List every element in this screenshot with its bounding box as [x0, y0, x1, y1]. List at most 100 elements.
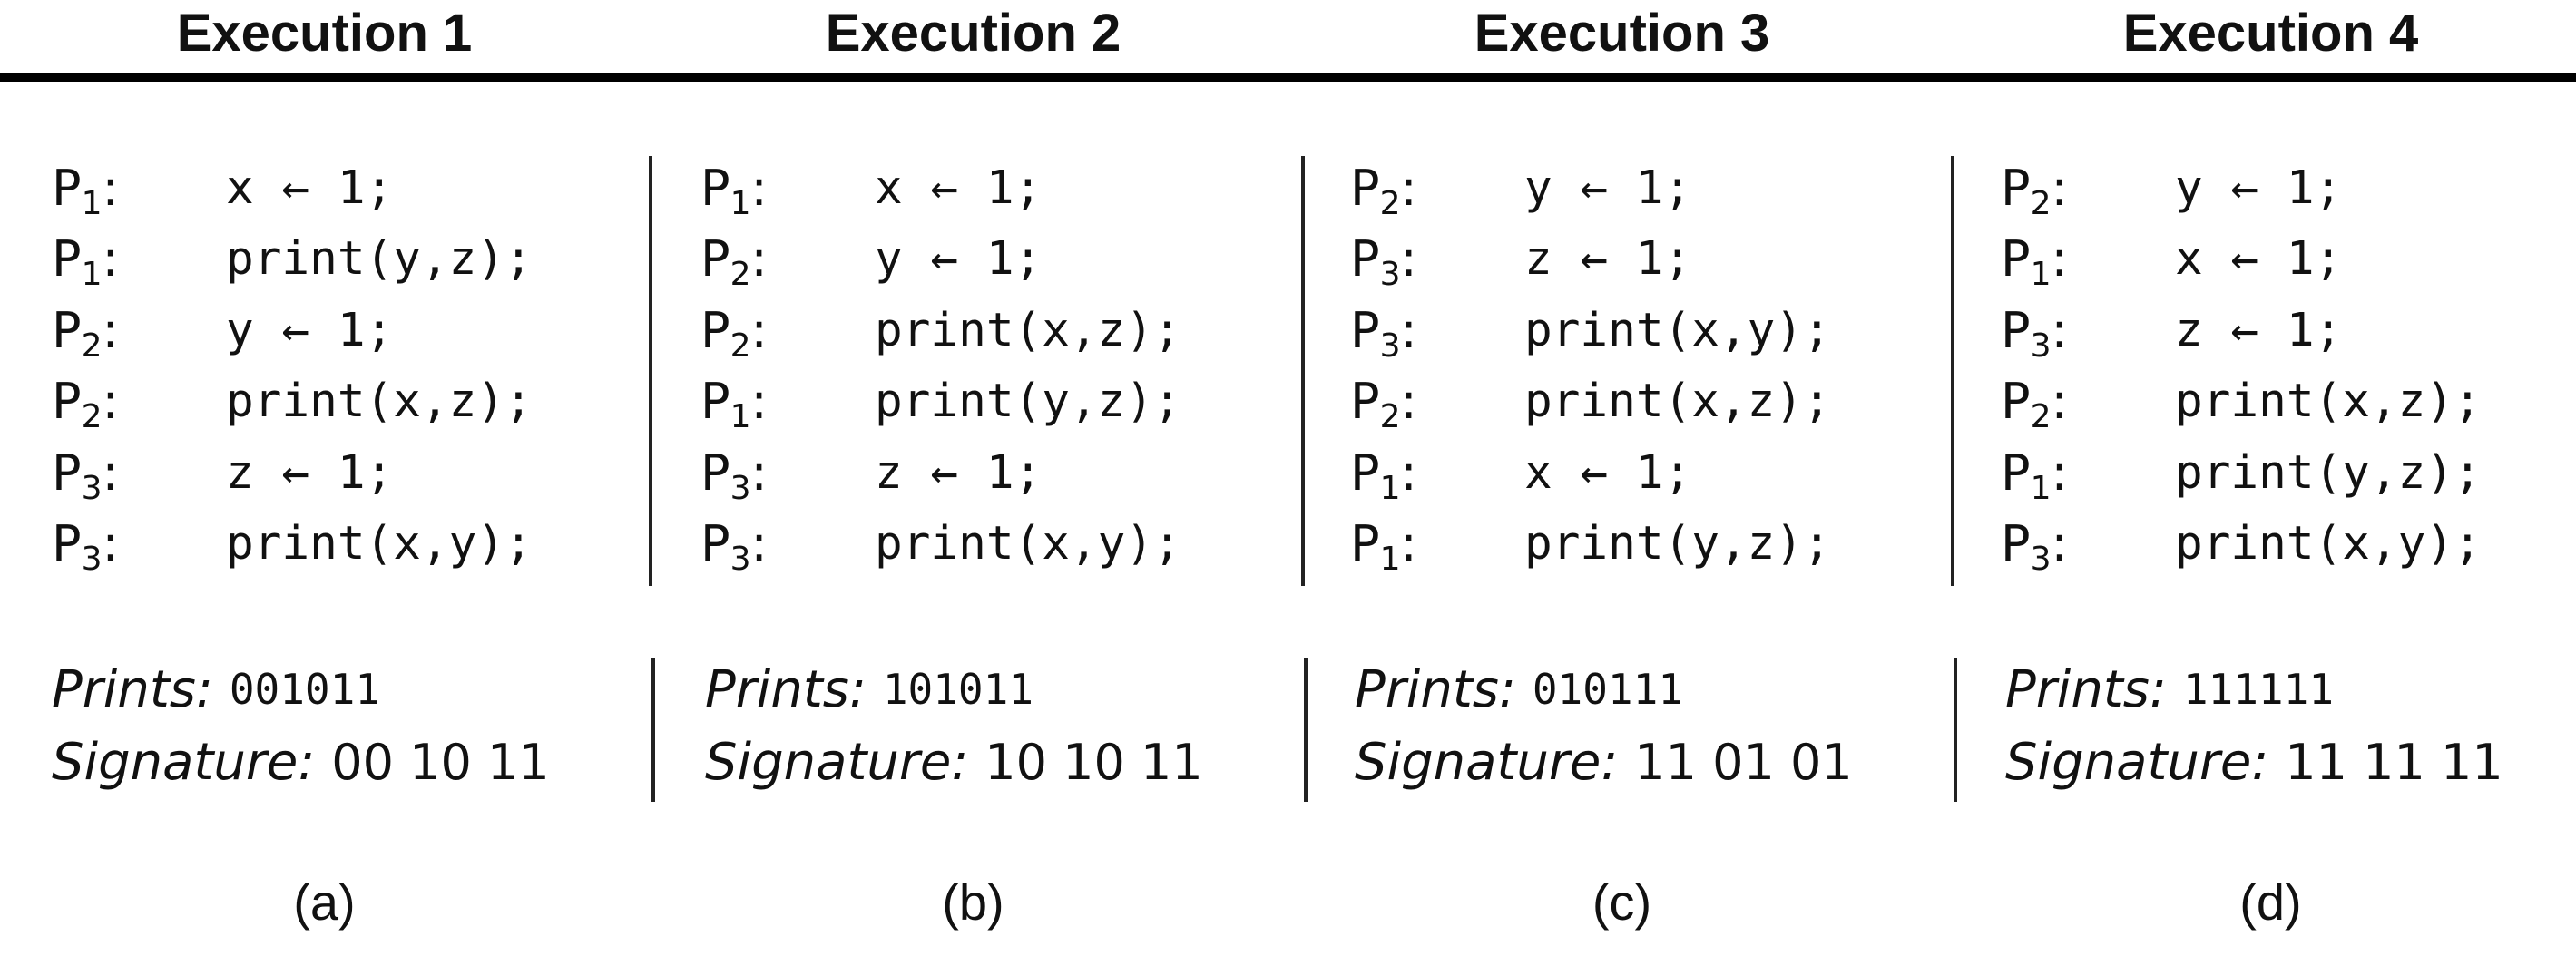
execution-title: Execution 3 [1474, 4, 1770, 63]
process-label: P1: [2001, 444, 2068, 507]
header-rule [0, 73, 2576, 82]
column-divider [1301, 156, 1305, 586]
step-row: P1: x ← 1; [52, 152, 533, 224]
signature-value: 11 01 01 [1634, 733, 1853, 791]
prints-line: Prints: 010111 [1355, 653, 1853, 726]
prints-line: Prints: 101011 [705, 653, 1203, 726]
signature-label: Signature: [1355, 732, 1619, 792]
process-label: P3: [52, 444, 119, 507]
step-row: P3: print(x,y); [700, 509, 1181, 580]
step-row: P1: x ← 1; [1350, 437, 1831, 509]
prints-value: 001011 [229, 665, 381, 714]
prints-label: Prints: [705, 659, 867, 719]
process-label: P2: [2001, 159, 2068, 222]
step-code: print(x,y); [226, 517, 533, 571]
step-list: P1: x ← 1; P2: y ← 1; P2: print(x,z); P1… [700, 152, 1181, 580]
signature-label: Signature: [2005, 732, 2269, 792]
process-label: P2: [700, 230, 768, 294]
process-label: P3: [2001, 301, 2068, 365]
step-code: y ← 1; [875, 232, 1043, 287]
step-code: z ← 1; [875, 445, 1043, 500]
process-label: P3: [52, 515, 119, 579]
step-code: z ← 1; [2175, 303, 2343, 357]
step-code: print(x,y); [875, 517, 1181, 571]
step-row: P3: print(x,y); [52, 509, 533, 580]
column-divider [1951, 156, 1954, 586]
panel-caption: (a) [293, 873, 356, 931]
step-row: P3: z ← 1; [700, 437, 1181, 509]
step-row: P3: z ← 1; [2001, 295, 2482, 366]
step-row: P1: print(y,z); [1350, 509, 1831, 580]
signature-label: Signature: [705, 732, 969, 792]
execution-panel: P2: y ← 1; P1: x ← 1; P3: z ← 1; P2: pri… [1946, 0, 2576, 956]
prints-line: Prints: 111111 [2005, 653, 2503, 726]
panel-caption: (c) [1592, 873, 1652, 931]
result-block: Prints: 101011 Signature: 10 10 11 [705, 653, 1203, 798]
step-row: P2: y ← 1; [2001, 152, 2482, 224]
column-divider [1954, 658, 1957, 802]
process-label: P1: [52, 230, 119, 294]
step-row: P2: print(x,z); [700, 295, 1181, 366]
step-row: P3: z ← 1; [52, 437, 533, 509]
step-list: P2: y ← 1; P3: z ← 1; P3: print(x,y); P2… [1350, 152, 1831, 580]
process-label: P3: [2001, 515, 2068, 579]
signature-line: Signature: 11 11 11 [2005, 726, 2503, 798]
process-label: P1: [2001, 230, 2068, 294]
step-list: P2: y ← 1; P1: x ← 1; P3: z ← 1; P2: pri… [2001, 152, 2482, 580]
process-label: P2: [52, 373, 119, 436]
step-row: P3: print(x,y); [2001, 509, 2482, 580]
execution-title: Execution 2 [825, 4, 1121, 63]
result-block: Prints: 010111 Signature: 11 01 01 [1355, 653, 1853, 798]
step-code: print(x,z); [1524, 375, 1831, 429]
step-row: P1: print(y,z); [2001, 437, 2482, 509]
execution-panel: P2: y ← 1; P3: z ← 1; P3: print(x,y); P2… [1298, 0, 1946, 956]
step-row: P1: print(y,z); [52, 224, 533, 296]
step-row: P2: print(x,z); [2001, 366, 2482, 438]
prints-value: 111111 [2182, 665, 2335, 714]
panel-caption: (d) [2239, 873, 2302, 931]
step-row: P2: y ← 1; [52, 295, 533, 366]
step-row: P2: y ← 1; [1350, 152, 1831, 224]
step-code: print(y,z); [226, 232, 533, 287]
process-label: P2: [1350, 159, 1417, 222]
signature-label: Signature: [52, 732, 316, 792]
step-code: print(x,z); [226, 375, 533, 429]
step-row: P1: x ← 1; [2001, 224, 2482, 296]
step-code: z ← 1; [1524, 232, 1692, 287]
execution-title: Execution 4 [2122, 4, 2419, 63]
step-code: print(x,y); [2175, 517, 2482, 571]
step-code: y ← 1; [226, 303, 394, 357]
signature-line: Signature: 11 01 01 [1355, 726, 1853, 798]
execution-title: Execution 1 [176, 4, 473, 63]
process-label: P3: [1350, 301, 1417, 365]
process-label: P1: [52, 159, 119, 222]
step-code: print(y,z); [875, 375, 1181, 429]
prints-value: 101011 [882, 665, 1034, 714]
process-label: P1: [1350, 515, 1417, 579]
process-label: P3: [1350, 230, 1417, 294]
result-block: Prints: 111111 Signature: 11 11 11 [2005, 653, 2503, 798]
process-label: P3: [700, 444, 768, 507]
step-code: x ← 1; [1524, 445, 1692, 500]
process-label: P2: [52, 301, 119, 365]
prints-line: Prints: 001011 [52, 653, 550, 726]
signature-line: Signature: 00 10 11 [52, 726, 550, 798]
step-code: print(x,y); [1524, 303, 1831, 357]
prints-label: Prints: [52, 659, 213, 719]
panel-caption: (b) [942, 873, 1004, 931]
result-block: Prints: 001011 Signature: 00 10 11 [52, 653, 550, 798]
step-code: print(y,z); [1524, 517, 1831, 571]
step-row: P1: print(y,z); [700, 366, 1181, 438]
process-label: P1: [700, 159, 768, 222]
step-code: y ← 1; [2175, 161, 2343, 215]
execution-panel: P1: x ← 1; P2: y ← 1; P2: print(x,z); P1… [649, 0, 1298, 956]
step-code: x ← 1; [2175, 232, 2343, 287]
step-code: print(x,z); [2175, 375, 2482, 429]
step-row: P3: z ← 1; [1350, 224, 1831, 296]
step-code: x ← 1; [226, 161, 394, 215]
signature-value: 10 10 11 [984, 733, 1203, 791]
step-code: z ← 1; [226, 445, 394, 500]
process-label: P2: [1350, 373, 1417, 436]
execution-panel: P1: x ← 1; P1: print(y,z); P2: y ← 1; P2… [0, 0, 649, 956]
step-row: P1: x ← 1; [700, 152, 1181, 224]
